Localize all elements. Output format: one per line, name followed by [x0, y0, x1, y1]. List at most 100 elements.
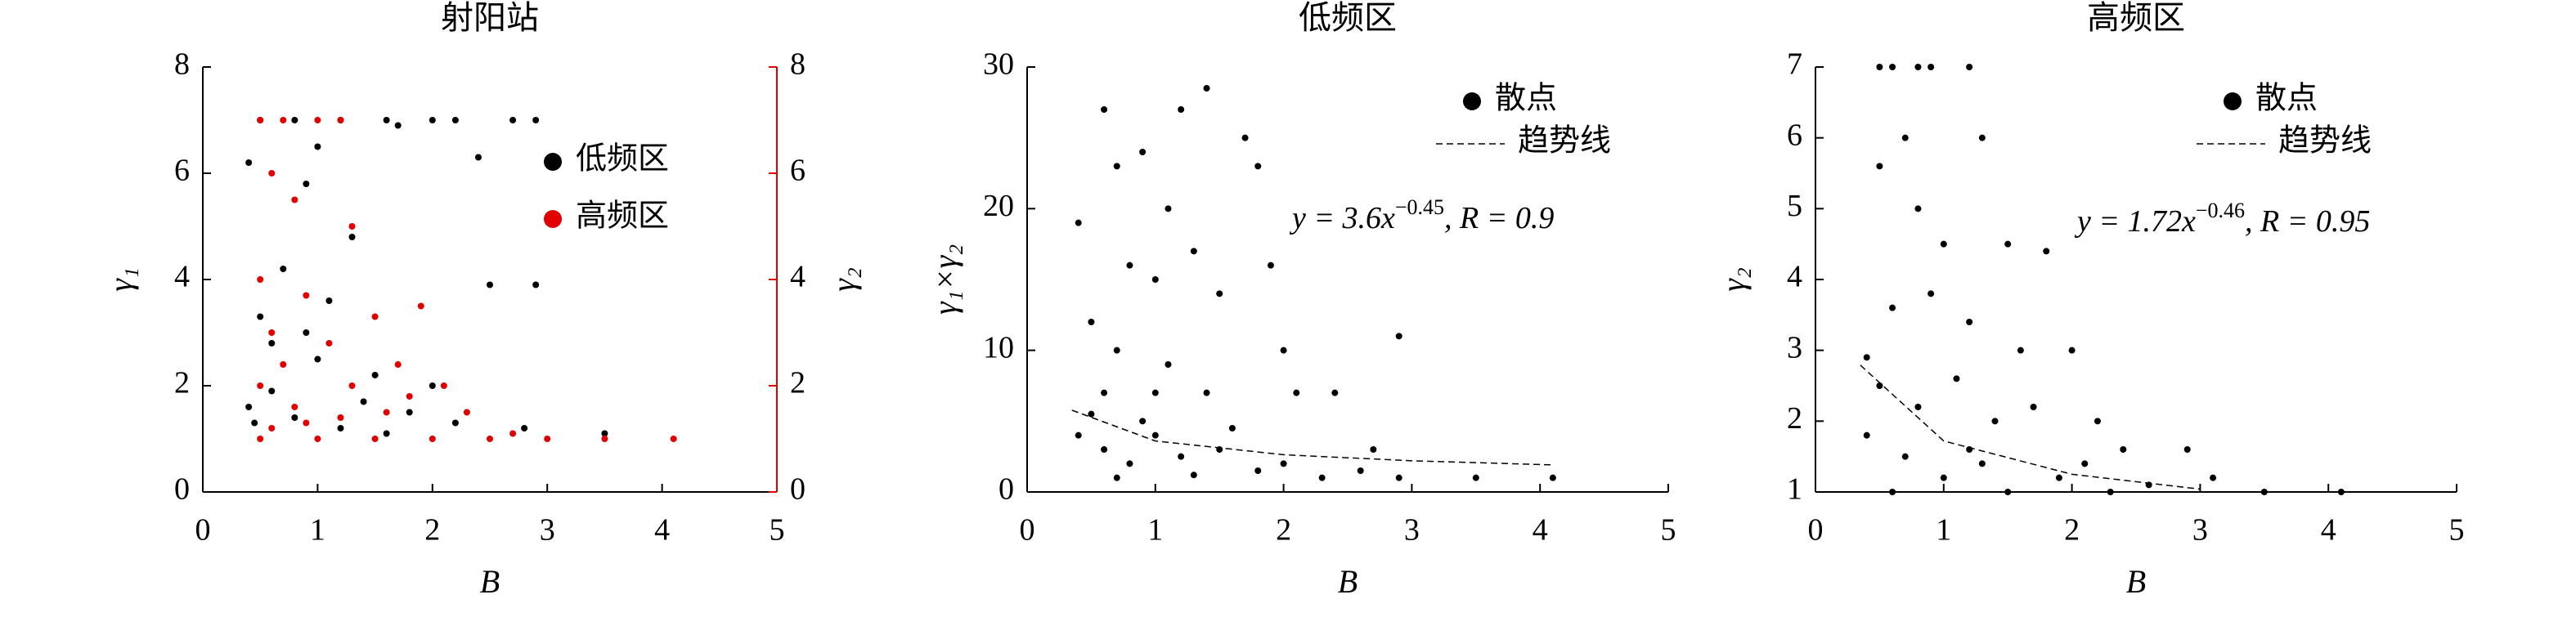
- y2-tick-label: 6: [790, 154, 806, 188]
- scatter-point: [429, 436, 436, 442]
- scatter-point: [1113, 163, 1120, 170]
- y-tick-label: 3: [1787, 330, 1802, 364]
- y-tick-label: 10: [983, 330, 1014, 364]
- scatter-point: [1228, 425, 1236, 431]
- scatter-point: [1190, 248, 1197, 255]
- scatter-point: [1126, 262, 1133, 269]
- scatter-point: [1139, 418, 1147, 425]
- scatter-point: [268, 340, 276, 347]
- annotation-tail: , R = 0.9: [1444, 201, 1554, 235]
- scatter-point: [487, 281, 493, 288]
- scatter-point: [1357, 467, 1364, 474]
- scatter-point: [1876, 163, 1883, 170]
- scatter-point: [280, 266, 287, 272]
- scatter-point: [1966, 64, 1973, 70]
- scatter-point: [291, 196, 298, 203]
- scatter-point: [1978, 460, 1986, 467]
- scatter-point: [1280, 460, 1287, 467]
- scatter-point: [383, 117, 390, 123]
- scatter-point: [280, 361, 287, 368]
- scatter-point: [1178, 106, 1185, 113]
- scatter-point: [440, 382, 447, 389]
- scatter-point: [314, 436, 321, 442]
- y-tick-label: 20: [983, 189, 1014, 223]
- y-tick-label: 5: [1787, 189, 1802, 223]
- x-tick-label: 0: [195, 513, 211, 548]
- scatter-point: [337, 414, 344, 421]
- annotation: y = 3.6x−0.45, R = 0.9: [1289, 195, 1554, 235]
- scatter-point: [1101, 446, 1108, 453]
- scatter-point: [257, 436, 264, 442]
- scatter-point: [601, 436, 608, 442]
- scatter-point: [291, 414, 298, 421]
- scatter-point: [1151, 389, 1159, 396]
- scatter-point: [280, 117, 287, 123]
- scatter-point: [1863, 354, 1870, 361]
- scatter-point: [1889, 489, 1896, 495]
- trend-line: [1071, 409, 1553, 466]
- scatter-point: [406, 393, 413, 400]
- scatter-point: [532, 117, 540, 123]
- y-tick-label: 30: [983, 47, 1014, 82]
- scatter-point: [1876, 64, 1883, 70]
- scatter-point: [245, 159, 253, 166]
- scatter-point: [1254, 163, 1262, 170]
- x-tick-label: 0: [1020, 513, 1035, 548]
- scatter-point: [1318, 474, 1326, 481]
- scatter-point: [1267, 262, 1274, 269]
- trend-line: [1860, 364, 2201, 490]
- scatter-point: [463, 409, 470, 416]
- scatter-point: [268, 329, 276, 336]
- scatter-point: [303, 292, 310, 299]
- scatter-point: [1331, 389, 1339, 396]
- legend-marker: [1463, 92, 1481, 110]
- chart-title: 高频区: [2087, 0, 2185, 36]
- scatter-point: [245, 404, 253, 410]
- scatter-point: [314, 117, 321, 123]
- annotation-lead: y = 1.72x: [2074, 204, 2196, 239]
- scatter-point: [1075, 431, 1082, 439]
- scatter-point: [1216, 290, 1223, 297]
- scatter-point: [337, 425, 344, 431]
- scatter-point: [394, 122, 402, 129]
- scatter-point: [2081, 460, 2089, 467]
- scatter-point: [348, 382, 356, 389]
- scatter-point: [257, 313, 264, 320]
- scatter-point: [521, 425, 528, 431]
- scatter-point: [2055, 474, 2062, 481]
- scatter-point: [1889, 64, 1896, 70]
- scatter-point: [429, 382, 436, 389]
- scatter-point: [1113, 347, 1120, 354]
- scatter-point: [1075, 219, 1082, 226]
- scatter-point: [2004, 240, 2012, 248]
- x-tick-label: 1: [310, 513, 325, 548]
- scatter-point: [291, 117, 298, 123]
- annotation-tail: , R = 0.95: [2245, 204, 2370, 239]
- scatter-point: [1953, 375, 1960, 382]
- chart-title: 低频区: [1299, 0, 1397, 36]
- scatter-point: [544, 436, 551, 442]
- scatter-point: [451, 419, 459, 427]
- x-axis-label: B: [1338, 563, 1358, 600]
- scatter-point: [314, 143, 321, 150]
- scatter-point: [406, 409, 413, 416]
- scatter-point: [509, 430, 517, 437]
- scatter-point: [291, 404, 298, 410]
- scatter-point: [383, 430, 390, 437]
- scatter-point: [1190, 472, 1197, 479]
- scatter-point: [268, 425, 276, 431]
- legend-label: 散点: [2255, 82, 2318, 116]
- scatter-point: [1863, 431, 1870, 439]
- scatter-point: [670, 436, 677, 442]
- x-tick-label: 2: [2064, 513, 2080, 548]
- scatter-point: [1901, 453, 1909, 460]
- scatter-point: [1991, 418, 1999, 425]
- scatter-point: [383, 409, 390, 416]
- scatter-point: [1472, 474, 1479, 481]
- scatter-point: [371, 436, 379, 442]
- scatter-point: [2260, 489, 2268, 495]
- scatter-point: [1254, 467, 1262, 474]
- scatter-point: [303, 419, 310, 427]
- y-tick-label: 0: [174, 472, 190, 507]
- scatter-point: [532, 281, 540, 288]
